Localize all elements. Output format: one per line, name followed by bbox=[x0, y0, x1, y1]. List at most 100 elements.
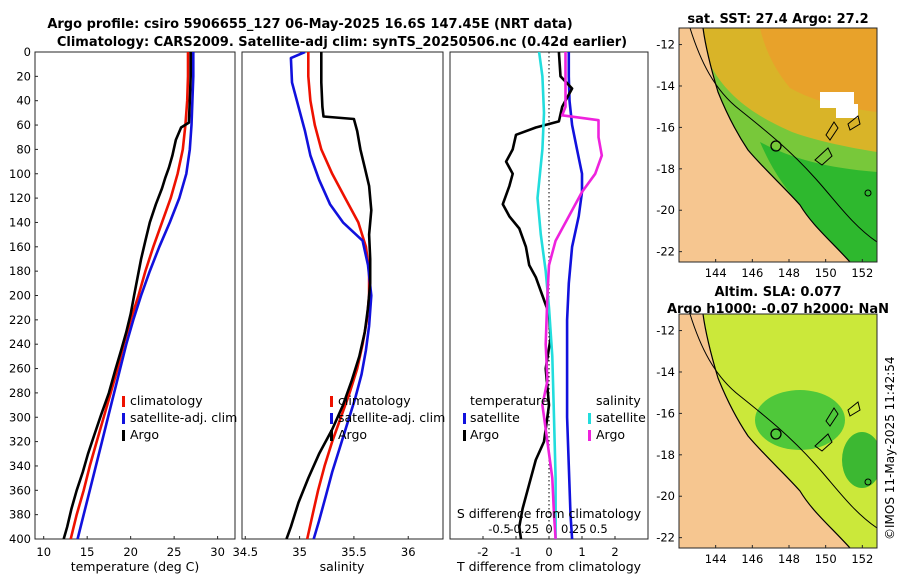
depth-tick-label: 60 bbox=[16, 118, 31, 132]
series-salinity-satellite-line bbox=[536, 52, 557, 539]
depth-tick-label: 140 bbox=[9, 215, 31, 229]
lat-tick-label: -20 bbox=[656, 489, 675, 503]
salinity-axes-box bbox=[241, 51, 444, 540]
x2-tick-label: -0.25 bbox=[509, 522, 539, 536]
lat-tick-label: -22 bbox=[656, 245, 675, 259]
x-tick-label: 15 bbox=[80, 545, 95, 559]
sst-reef-ring bbox=[864, 189, 872, 197]
legend-swatch-s-satellite bbox=[588, 413, 591, 424]
lon-tick-label: 150 bbox=[815, 266, 837, 280]
lon-tick-label: 150 bbox=[815, 552, 837, 566]
sst-reefs bbox=[814, 115, 861, 166]
lat-tick-label: -16 bbox=[656, 120, 675, 134]
x-tick-label: 36 bbox=[401, 545, 416, 559]
depth-tick-label: 260 bbox=[9, 362, 31, 376]
series-temperature-satellite-line bbox=[565, 52, 584, 539]
x-tick-label: 35.5 bbox=[341, 545, 367, 559]
legend-swatch-argo bbox=[330, 430, 333, 441]
legend-swatch-s-argo bbox=[588, 430, 591, 441]
x-tick-label: -1 bbox=[510, 545, 521, 559]
t-diff-xlabel: T difference from climatology bbox=[456, 559, 642, 574]
difference-legend-temperature: temperature satellite Argo bbox=[463, 393, 549, 442]
salinity-panel: 34.5 35 35.5 36 salinity climatology satell… bbox=[232, 51, 445, 574]
sla-lon-ticks: 144 146 148 150 152 bbox=[705, 545, 873, 566]
lat-tick-label: -16 bbox=[656, 406, 675, 420]
depth-tick-label: 360 bbox=[9, 483, 31, 497]
depth-tick-labels: 0 20 40 60 80 100 120 140 160 180 200 220 240 260 280 3… bbox=[9, 45, 453, 546]
sst-map-title: sat. SST: 27.4 Argo: 27.2 bbox=[687, 12, 868, 27]
sla-lat-ticks: -12 -14 -16 -18 -20 -22 bbox=[656, 324, 682, 545]
x-tick-label: 34.5 bbox=[232, 545, 258, 559]
legend-satellite: satellite-adj. clim bbox=[338, 410, 445, 425]
legend-satellite: satellite-adj. clim bbox=[130, 410, 237, 425]
sla-reef-ring bbox=[864, 478, 872, 486]
legend-swatch-climatology bbox=[122, 396, 125, 407]
series-salinity-argo-line bbox=[541, 52, 604, 539]
legend-temperature-title: temperature bbox=[470, 393, 549, 408]
salinity-lines bbox=[285, 52, 373, 539]
lat-tick-label: -18 bbox=[656, 162, 675, 176]
salinity-tick-labels: 34.5 35 35.5 36 bbox=[232, 536, 416, 559]
sla-argo-marker bbox=[770, 428, 782, 440]
difference-legend-salinity: salinity satellite Argo bbox=[588, 393, 646, 442]
sst-warm-zone bbox=[760, 28, 877, 112]
sst-map: sat. SST: 27.4 Argo: 27.2 144 146 148 150 15… bbox=[656, 12, 878, 280]
lon-tick-label: 146 bbox=[741, 552, 763, 566]
legend-swatch-t-argo bbox=[463, 430, 466, 441]
title-line2: Climatology: CARS2009. Satellite-adj cli… bbox=[57, 35, 627, 50]
x-tick-label: 35 bbox=[292, 545, 307, 559]
depth-tick-label: 380 bbox=[9, 508, 31, 522]
legend-t-satellite: satellite bbox=[470, 410, 520, 425]
sla-map-title2: Argo h1000: -0.07 h2000: NaN bbox=[667, 302, 889, 317]
s-diff-tick-labels: -0.5-0.25 0 0.25 0.5 bbox=[488, 522, 607, 536]
sst-argo-marker bbox=[770, 140, 782, 152]
depth-tick-label: 220 bbox=[9, 313, 31, 327]
difference-panel: -2 -1 0 1 2 -0.5-0.25 0 0.25 0.5 S difference f… bbox=[449, 51, 649, 574]
x-tick-label: -2 bbox=[477, 545, 488, 559]
x-tick-label: 10 bbox=[36, 545, 51, 559]
x-tick-label: 20 bbox=[123, 545, 138, 559]
legend-s-satellite: satellite bbox=[596, 410, 646, 425]
lat-tick-label: -18 bbox=[656, 448, 675, 462]
lat-tick-label: -20 bbox=[656, 203, 675, 217]
sst-cool-zone bbox=[760, 142, 877, 262]
lon-tick-label: 152 bbox=[851, 552, 873, 566]
sst-map-frame bbox=[678, 27, 878, 263]
depth-tick-label: 0 bbox=[24, 45, 31, 59]
s-diff-xlabel: S difference from climatology bbox=[457, 506, 642, 521]
legend-swatch-climatology bbox=[330, 396, 333, 407]
temperature-panel: 0 20 40 60 80 100 120 140 160 180 200 220 240 260 280 3… bbox=[9, 45, 453, 574]
x-tick-label: 2 bbox=[611, 545, 618, 559]
sla-high-zone bbox=[755, 390, 845, 450]
legend-swatch-satellite bbox=[122, 413, 125, 424]
legend-swatch-argo bbox=[122, 430, 125, 441]
depth-tick-label: 240 bbox=[9, 337, 31, 351]
x-tick-label: 25 bbox=[167, 545, 182, 559]
lon-tick-label: 144 bbox=[705, 552, 727, 566]
sla-high-zone bbox=[842, 432, 877, 488]
depth-tick-label: 20 bbox=[16, 69, 31, 83]
depth-tick-label: 100 bbox=[9, 167, 31, 181]
legend-argo: Argo bbox=[338, 427, 367, 442]
x-tick-label: 1 bbox=[578, 545, 585, 559]
depth-tick-label: 40 bbox=[16, 94, 31, 108]
sla-map-title1: Altim. SLA: 0.077 bbox=[715, 285, 842, 300]
legend-argo: Argo bbox=[130, 427, 159, 442]
series-temperature-argo-line bbox=[501, 52, 574, 539]
lon-tick-label: 144 bbox=[705, 266, 727, 280]
temperature-legend: climatology satellite-adj. clim Argo bbox=[122, 393, 237, 442]
sst-lon-ticks: 144 146 148 150 152 bbox=[705, 259, 873, 280]
sla-map: Altim. SLA: 0.077 Argo h1000: -0.07 h200… bbox=[656, 285, 889, 566]
x-tick-label: 0 bbox=[545, 545, 552, 559]
legend-t-argo: Argo bbox=[470, 427, 499, 442]
depth-tick-label: 300 bbox=[9, 410, 31, 424]
depth-tick-label: 340 bbox=[9, 459, 31, 473]
sst-missing-data bbox=[836, 104, 858, 118]
legend-swatch-t-satellite bbox=[463, 413, 466, 424]
depth-tick-label: 180 bbox=[9, 264, 31, 278]
x2-tick-label: 0.5 bbox=[589, 522, 607, 536]
lon-tick-label: 146 bbox=[741, 266, 763, 280]
title-line1: Argo profile: csiro 5906655_127 06-May-2… bbox=[47, 17, 572, 32]
lon-tick-label: 148 bbox=[778, 266, 800, 280]
series-argo-line bbox=[62, 52, 192, 539]
